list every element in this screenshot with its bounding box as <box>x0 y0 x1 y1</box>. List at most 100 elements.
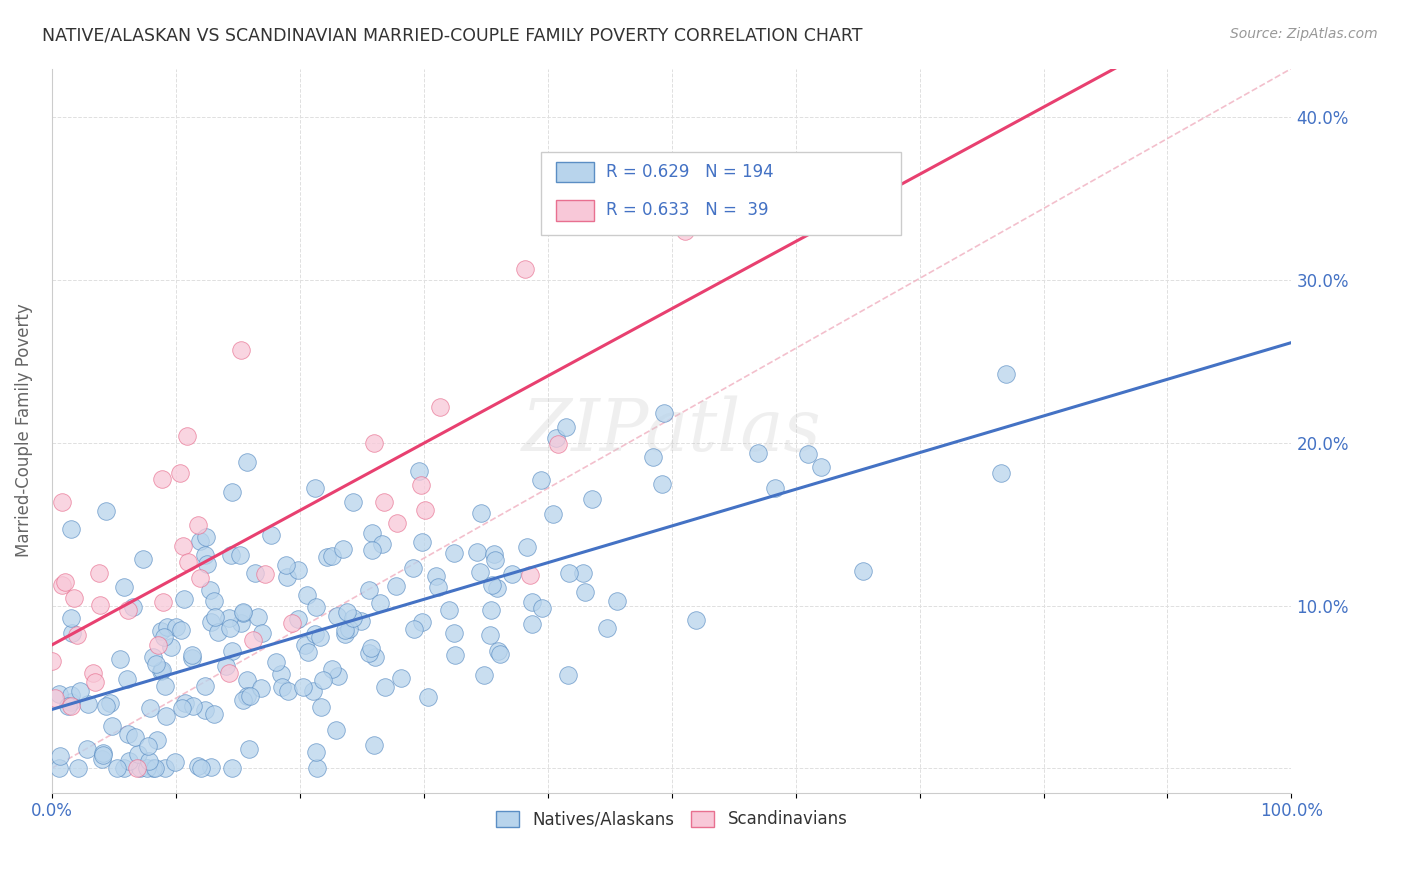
Point <box>304 481 326 495</box>
Point <box>177 555 200 569</box>
Point <box>363 435 385 450</box>
Point <box>325 723 347 737</box>
Point <box>59 688 82 702</box>
Point <box>321 662 343 676</box>
Point <box>194 549 217 563</box>
Point <box>581 492 603 507</box>
Point <box>125 761 148 775</box>
Point <box>342 494 364 508</box>
Point <box>136 739 159 754</box>
Point <box>852 565 875 579</box>
Point <box>188 533 211 548</box>
Point <box>232 605 254 619</box>
Point <box>810 459 832 474</box>
Point <box>304 627 326 641</box>
Point <box>297 645 319 659</box>
Point <box>117 603 139 617</box>
Point <box>41 654 63 668</box>
Point <box>60 522 83 536</box>
Point <box>215 659 238 673</box>
Point <box>180 651 202 665</box>
Point <box>595 621 617 635</box>
Point <box>195 558 218 572</box>
Point <box>110 652 132 666</box>
Point <box>82 665 104 680</box>
Point <box>219 620 242 634</box>
Point <box>187 517 209 532</box>
Point <box>176 428 198 442</box>
Text: NATIVE/ALASKAN VS SCANDINAVIAN MARRIED-COUPLE FAMILY POVERTY CORRELATION CHART: NATIVE/ALASKAN VS SCANDINAVIAN MARRIED-C… <box>42 27 863 45</box>
Point <box>89 599 111 613</box>
Point <box>221 484 243 499</box>
Point <box>277 684 299 698</box>
Point <box>520 617 543 632</box>
Point <box>76 697 98 711</box>
Point <box>165 755 187 769</box>
Point <box>309 630 332 644</box>
Point <box>122 599 145 614</box>
Point <box>49 749 72 764</box>
Point <box>194 703 217 717</box>
Y-axis label: Married-Couple Family Poverty: Married-Couple Family Poverty <box>15 303 32 558</box>
FancyBboxPatch shape <box>557 201 593 220</box>
Point <box>200 583 222 598</box>
Point <box>150 473 173 487</box>
Point <box>173 696 195 710</box>
Point <box>232 606 254 620</box>
Point <box>243 566 266 581</box>
Point <box>519 567 541 582</box>
Point <box>69 683 91 698</box>
Point <box>142 761 165 775</box>
Point <box>274 558 297 573</box>
Point <box>172 539 194 553</box>
FancyBboxPatch shape <box>557 162 593 182</box>
Point <box>218 665 240 680</box>
Point <box>200 760 222 774</box>
Point <box>411 615 433 630</box>
Point <box>127 747 149 761</box>
Point <box>295 588 318 602</box>
Point <box>337 622 360 636</box>
Point <box>673 224 696 238</box>
Point <box>139 700 162 714</box>
Point <box>93 746 115 760</box>
Point <box>531 601 554 615</box>
Point <box>305 599 328 614</box>
Point <box>488 644 510 658</box>
Point <box>173 591 195 606</box>
Point <box>408 464 430 478</box>
Point <box>107 761 129 775</box>
Point <box>76 741 98 756</box>
Point <box>195 530 218 544</box>
Point <box>574 585 596 599</box>
Point <box>247 610 270 624</box>
Point <box>488 648 510 662</box>
Point <box>305 761 328 775</box>
Point <box>232 693 254 707</box>
Point <box>530 473 553 487</box>
Point <box>112 580 135 594</box>
Point <box>150 624 173 638</box>
Point <box>146 638 169 652</box>
Point <box>572 566 595 580</box>
Point <box>56 698 79 713</box>
Point <box>59 695 82 709</box>
Point <box>202 707 225 722</box>
Point <box>541 507 564 521</box>
Point <box>555 420 578 434</box>
Point <box>336 605 359 619</box>
Point <box>326 669 349 683</box>
Text: ZIPatlas: ZIPatlas <box>522 395 821 466</box>
Point <box>437 602 460 616</box>
Point <box>429 400 451 414</box>
Point <box>250 681 273 696</box>
Point <box>100 719 122 733</box>
Point <box>153 679 176 693</box>
Point <box>142 650 165 665</box>
Point <box>153 761 176 775</box>
Point <box>411 535 433 549</box>
Point <box>402 622 425 636</box>
Point <box>484 547 506 561</box>
Point <box>763 481 786 495</box>
Point <box>291 681 314 695</box>
